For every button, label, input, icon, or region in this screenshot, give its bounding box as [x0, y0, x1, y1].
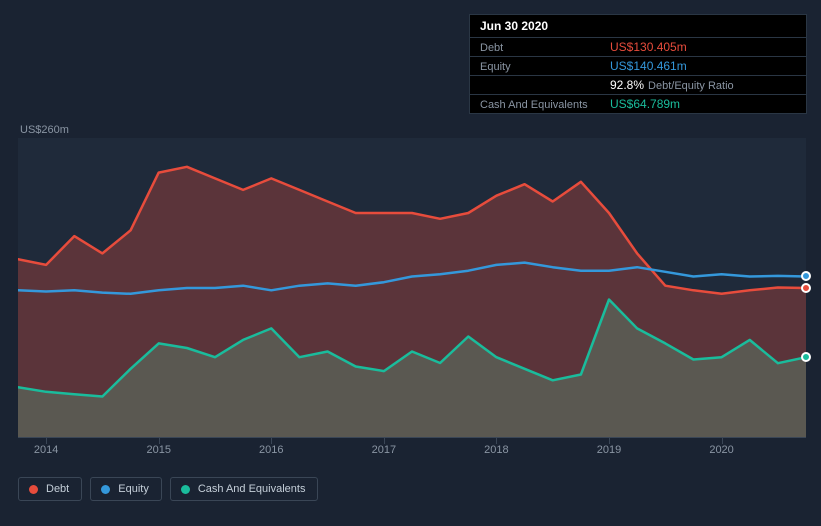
- legend-label: Equity: [118, 483, 149, 495]
- x-axis-year-label: 2014: [34, 444, 58, 456]
- tooltip-row-value: US$130.405m: [610, 40, 687, 54]
- tooltip-date: Jun 30 2020: [470, 15, 806, 37]
- series-endpoint-marker: [801, 271, 811, 281]
- x-axis-year-label: 2020: [709, 444, 733, 456]
- tooltip-row-label: Equity: [480, 61, 610, 73]
- tooltip-row-label: Cash And Equivalents: [480, 99, 610, 111]
- legend-dot-icon: [29, 485, 38, 494]
- x-axis-year-label: 2018: [484, 444, 508, 456]
- x-axis-tick: [159, 438, 160, 444]
- legend-label: Cash And Equivalents: [198, 483, 306, 495]
- legend-dot-icon: [101, 485, 110, 494]
- tooltip-row: EquityUS$140.461m: [470, 56, 806, 75]
- series-endpoint-marker: [801, 352, 811, 362]
- x-axis-year-label: 2015: [146, 444, 170, 456]
- legend-item[interactable]: Debt: [18, 477, 82, 501]
- tooltip-row-value: US$140.461m: [610, 59, 687, 73]
- x-axis-tick: [609, 438, 610, 444]
- legend-item[interactable]: Cash And Equivalents: [170, 477, 319, 501]
- x-axis-year-label: 2019: [597, 444, 621, 456]
- legend-item[interactable]: Equity: [90, 477, 162, 501]
- x-axis-year-label: 2017: [372, 444, 396, 456]
- x-axis-year-label: 2016: [259, 444, 283, 456]
- x-axis-tick: [271, 438, 272, 444]
- chart-tooltip: Jun 30 2020 DebtUS$130.405mEquityUS$140.…: [469, 14, 807, 114]
- tooltip-row-value: 92.8%: [610, 78, 644, 92]
- tooltip-row: Cash And EquivalentsUS$64.789m: [470, 94, 806, 113]
- x-axis-tick: [46, 438, 47, 444]
- legend-label: Debt: [46, 483, 69, 495]
- tooltip-row-label: Debt: [480, 42, 610, 54]
- series-endpoint-marker: [801, 283, 811, 293]
- tooltip-row: DebtUS$130.405m: [470, 37, 806, 56]
- y-axis-max-label: US$260m: [20, 124, 69, 136]
- series-area: [18, 167, 806, 438]
- chart-legend: Debt Equity Cash And Equivalents: [18, 477, 318, 501]
- tooltip-row-value: US$64.789m: [610, 97, 680, 111]
- chart-plot-area[interactable]: [18, 138, 806, 438]
- gridline: [18, 437, 806, 438]
- tooltip-row: 92.8% Debt/Equity Ratio: [470, 75, 806, 94]
- x-axis-labels: 2014 2015 2016 2017 2018 2019 2020: [18, 444, 806, 464]
- legend-dot-icon: [181, 485, 190, 494]
- x-axis-tick: [496, 438, 497, 444]
- chart-svg: [18, 138, 806, 438]
- tooltip-row-suffix: Debt/Equity Ratio: [648, 80, 734, 92]
- x-axis-tick: [384, 438, 385, 444]
- x-axis-tick: [722, 438, 723, 444]
